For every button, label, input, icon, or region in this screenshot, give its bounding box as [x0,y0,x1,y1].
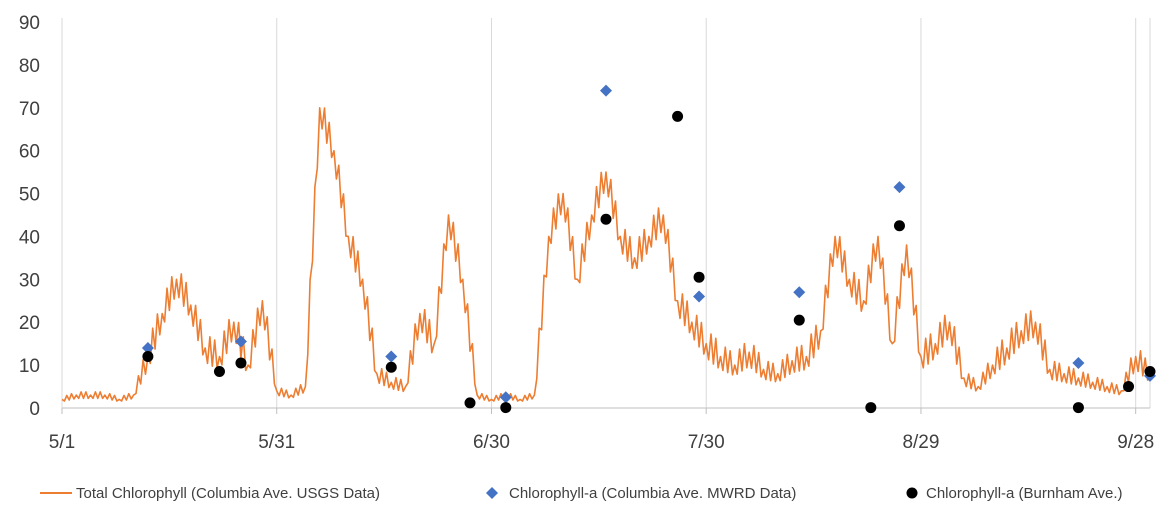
total-chlorophyll-line [61,107,1151,402]
mwrd-point [141,341,154,354]
x-tick-label: 7/30 [688,432,725,453]
burnham-chlorophyll-series [142,110,1156,414]
burnham-point [1123,381,1135,393]
y-tick-label: 70 [19,99,40,120]
burnham-point [672,110,684,122]
mwrd-point [893,181,906,194]
y-tick-label: 30 [19,270,40,291]
x-axis-ticks: 5/1 5/31 6/30 7/30 8/29 9/28 [49,408,1154,453]
y-tick-label: 0 [29,399,40,420]
y-axis-ticks: 0 10 20 30 40 50 60 70 80 90 [19,13,40,420]
y-tick-label: 40 [19,227,40,248]
mwrd-point [600,84,612,97]
legend: Total Chlorophyll (Columbia Ave. USGS Da… [40,485,1122,502]
mwrd-point [693,290,706,303]
mwrd-point [1072,356,1085,369]
burnham-point [893,220,905,232]
burnham-point [213,366,225,378]
x-tick-label: 5/31 [258,432,295,453]
total-chlorophyll-series [61,107,1151,402]
y-tick-label: 60 [19,142,40,163]
burnham-point [793,314,805,326]
mwrd-point [499,391,512,404]
burnham-point [464,397,476,409]
legend-swatch-mwrd [486,487,498,499]
y-tick-label: 20 [19,313,40,334]
burnham-point [1144,366,1156,378]
burnham-point [500,402,512,414]
burnham-point [865,402,877,414]
legend-label-burnham: Chlorophyll-a (Burnham Ave.) [926,485,1122,502]
mwrd-chlorophyll-series [141,84,1156,404]
legend-swatch-burnham [906,487,918,499]
x-tick-label: 5/1 [49,432,75,453]
legend-label-mwrd: Chlorophyll-a (Columbia Ave. MWRD Data) [509,485,796,502]
mwrd-point [385,350,398,363]
burnham-point [600,213,612,225]
burnham-point [385,361,397,373]
x-tick-label: 6/30 [473,432,510,453]
x-tick-label: 8/29 [902,432,939,453]
grid-lines [61,18,1151,408]
legend-label-total-chlorophyll: Total Chlorophyll (Columbia Ave. USGS Da… [76,485,380,502]
burnham-point [693,271,705,283]
y-tick-label: 80 [19,56,40,77]
y-tick-label: 90 [19,13,40,34]
mwrd-point [234,335,247,348]
x-tick-label: 9/28 [1117,432,1154,453]
y-tick-label: 10 [19,356,40,377]
y-tick-label: 50 [19,185,40,206]
burnham-point [1072,402,1084,414]
burnham-point [235,357,247,369]
burnham-point [142,351,154,363]
mwrd-point [793,286,806,299]
